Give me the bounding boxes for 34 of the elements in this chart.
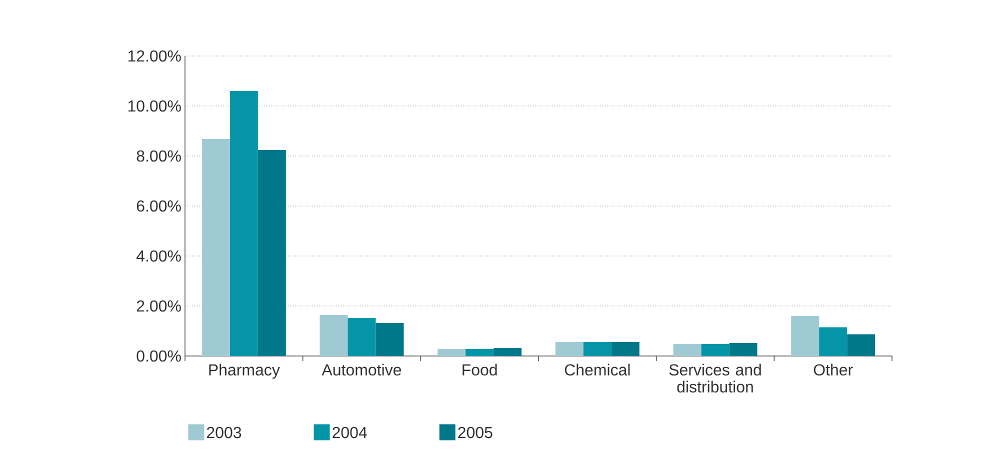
bar [583, 342, 612, 356]
bar [494, 348, 522, 356]
bar [230, 91, 258, 356]
y-tick-label: 10.00% [128, 100, 181, 112]
x-tick-label: Pharmacy [209, 364, 280, 379]
x-tick-label: Food [462, 364, 497, 376]
x-tick-label: Services and distribution [669, 364, 761, 393]
bar [847, 334, 876, 356]
legend-label: 2003 [207, 426, 242, 438]
y-tick-label: 6.00% [136, 200, 181, 212]
legend-label: 2005 [458, 426, 492, 438]
bar [611, 342, 640, 356]
bar [729, 343, 758, 356]
bar [701, 344, 730, 356]
x-tick-label: Automotive [322, 364, 402, 376]
x-tick-label: Other [814, 364, 853, 376]
bar [348, 318, 376, 356]
y-tick-label: 0.00% [136, 350, 181, 362]
bar [673, 344, 702, 356]
bar [376, 323, 404, 356]
y-tick-label: 8.00% [136, 150, 181, 162]
y-tick-label: 2.00% [136, 300, 181, 312]
bar [258, 150, 286, 356]
y-tick-label: 4.00% [136, 250, 181, 262]
bar [320, 315, 348, 356]
bar [819, 327, 848, 356]
x-tick-label: Chemical [564, 364, 630, 376]
bar [791, 316, 820, 356]
bar [555, 342, 584, 356]
bar [202, 139, 230, 356]
legend-label: 2004 [332, 426, 367, 438]
bar [438, 349, 466, 356]
y-tick-label: 12.00% [128, 50, 181, 62]
bar [466, 349, 494, 356]
